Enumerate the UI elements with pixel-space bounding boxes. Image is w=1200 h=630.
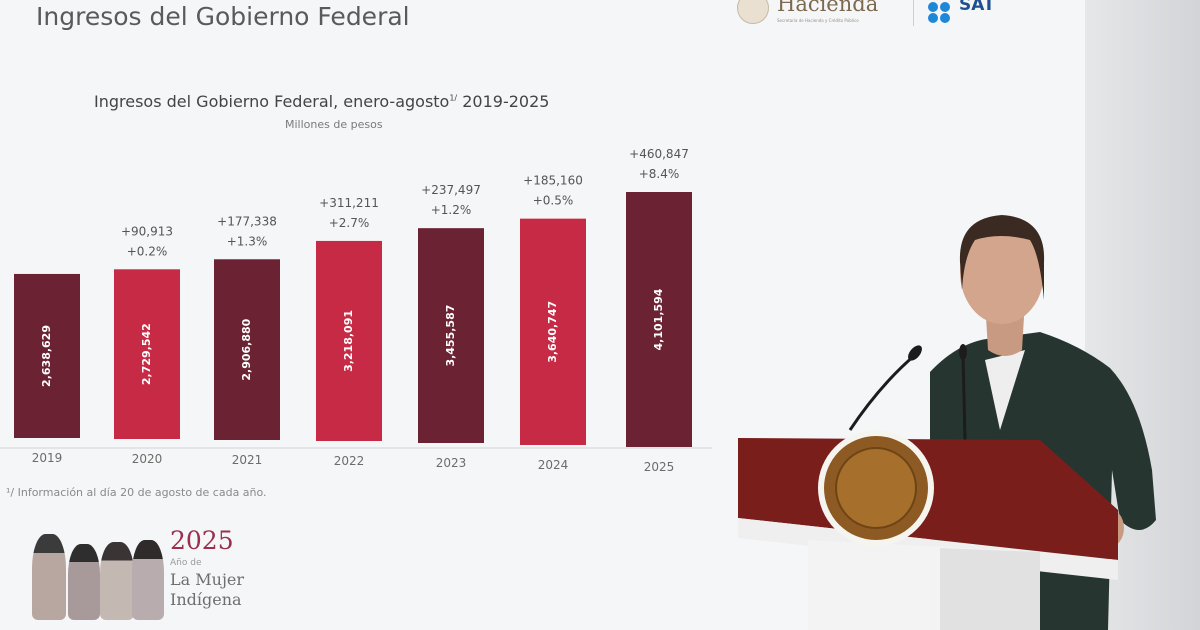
x-tick-label: 2023 bbox=[436, 456, 467, 470]
bar-value-label: 4,101,594 bbox=[652, 288, 665, 350]
microphone-stem bbox=[848, 353, 916, 431]
x-tick-label: 2020 bbox=[132, 452, 163, 466]
change-absolute-label: +90,913 bbox=[121, 224, 173, 238]
logo-bar: Hacienda Secretaría de Hacienda y Crédit… bbox=[735, 0, 1075, 30]
chart-title-footnote-mark: 1/ bbox=[449, 93, 458, 103]
chart-title: Ingresos del Gobierno Federal, enero-ago… bbox=[94, 92, 549, 111]
illustrated-woman-figure bbox=[100, 542, 134, 620]
chart-footnote: ¹/ Información al día 20 de agosto de ca… bbox=[6, 486, 267, 499]
banner-line-1: Año de bbox=[170, 558, 202, 568]
microphones bbox=[848, 344, 967, 441]
banner-line-3: Indígena bbox=[170, 590, 242, 609]
chart-title-years: 2019-2025 bbox=[462, 92, 550, 111]
bar-2020 bbox=[114, 269, 180, 439]
bar-2022 bbox=[316, 240, 382, 441]
national-seal-center bbox=[835, 447, 917, 529]
podium-column-shade bbox=[940, 548, 1040, 630]
change-percent-label: +0.5% bbox=[533, 194, 574, 208]
chart-subtitle: Millones de pesos bbox=[285, 118, 383, 131]
bar-value-label: 2,729,542 bbox=[140, 323, 153, 385]
microphone-head bbox=[908, 345, 922, 361]
change-percent-label: +8.4% bbox=[639, 167, 680, 181]
bar-value-label: 3,640,747 bbox=[546, 301, 559, 363]
change-absolute-label: +460,847 bbox=[629, 147, 689, 161]
speaker-hair bbox=[959, 215, 1045, 300]
change-absolute-label: +185,160 bbox=[523, 174, 583, 188]
x-tick-label: 2024 bbox=[538, 458, 569, 472]
banner-year: 2025 bbox=[170, 526, 234, 555]
change-absolute-label: +177,338 bbox=[217, 214, 277, 228]
chart-title-text: Ingresos del Gobierno Federal, enero-ago… bbox=[94, 92, 450, 111]
x-tick-label: 2025 bbox=[644, 460, 675, 474]
illustrated-woman-figure bbox=[32, 534, 66, 620]
bar-value-label: 3,218,091 bbox=[342, 310, 355, 372]
hacienda-logo-text: Hacienda bbox=[777, 0, 879, 16]
microphone-stem bbox=[961, 354, 967, 441]
bar-value-label: 2,906,880 bbox=[240, 318, 253, 380]
change-percent-label: +1.3% bbox=[227, 234, 268, 248]
logo-divider bbox=[913, 0, 914, 26]
speaker-shirt bbox=[985, 350, 1025, 430]
change-percent-label: +1.2% bbox=[431, 203, 472, 217]
slide-title: Ingresos del Gobierno Federal bbox=[36, 2, 410, 31]
bar-2021 bbox=[214, 259, 280, 440]
change-percent-label: +2.7% bbox=[329, 216, 370, 230]
bar-2023 bbox=[418, 228, 484, 443]
bar-2024 bbox=[520, 218, 586, 445]
change-percent-label: +0.2% bbox=[127, 244, 168, 258]
x-tick-label: 2021 bbox=[232, 453, 263, 467]
x-tick-label: 2019 bbox=[32, 451, 63, 465]
bar-value-label: 2,638,629 bbox=[40, 325, 53, 387]
hacienda-logo-subtext: Secretaría de Hacienda y Crédito Público bbox=[777, 18, 859, 23]
projection-screen: Ingresos del Gobierno Federal Hacienda S… bbox=[0, 0, 1085, 630]
bar-2025 bbox=[626, 192, 692, 447]
revenue-bar-chart: 2,638,629 2019 2,729,542 2020 +90,913 +0.2% 2,… bbox=[0, 147, 712, 474]
speaker-face bbox=[960, 220, 1044, 324]
sat-dots-icon bbox=[928, 2, 954, 23]
mujer-indigena-banner: 2025 Año de La Mujer Indígena bbox=[28, 510, 268, 620]
change-absolute-label: +237,497 bbox=[421, 183, 481, 197]
microphone-head bbox=[959, 344, 967, 360]
sat-logo-text: SAT bbox=[959, 0, 995, 15]
illustrated-woman-figure bbox=[68, 544, 100, 620]
illustrated-woman-figure bbox=[132, 540, 164, 620]
bar-value-label: 3,455,587 bbox=[444, 305, 457, 367]
change-absolute-label: +311,211 bbox=[319, 196, 379, 210]
bar-2019 bbox=[14, 273, 80, 438]
banner-line-2: La Mujer bbox=[170, 570, 245, 589]
podium bbox=[738, 430, 1118, 630]
x-tick-label: 2022 bbox=[334, 454, 365, 468]
